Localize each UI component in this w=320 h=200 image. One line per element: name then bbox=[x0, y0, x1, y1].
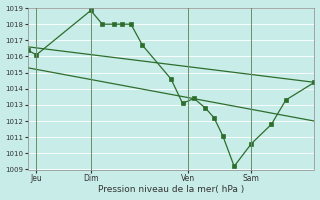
X-axis label: Pression niveau de la mer( hPa ): Pression niveau de la mer( hPa ) bbox=[98, 185, 244, 194]
